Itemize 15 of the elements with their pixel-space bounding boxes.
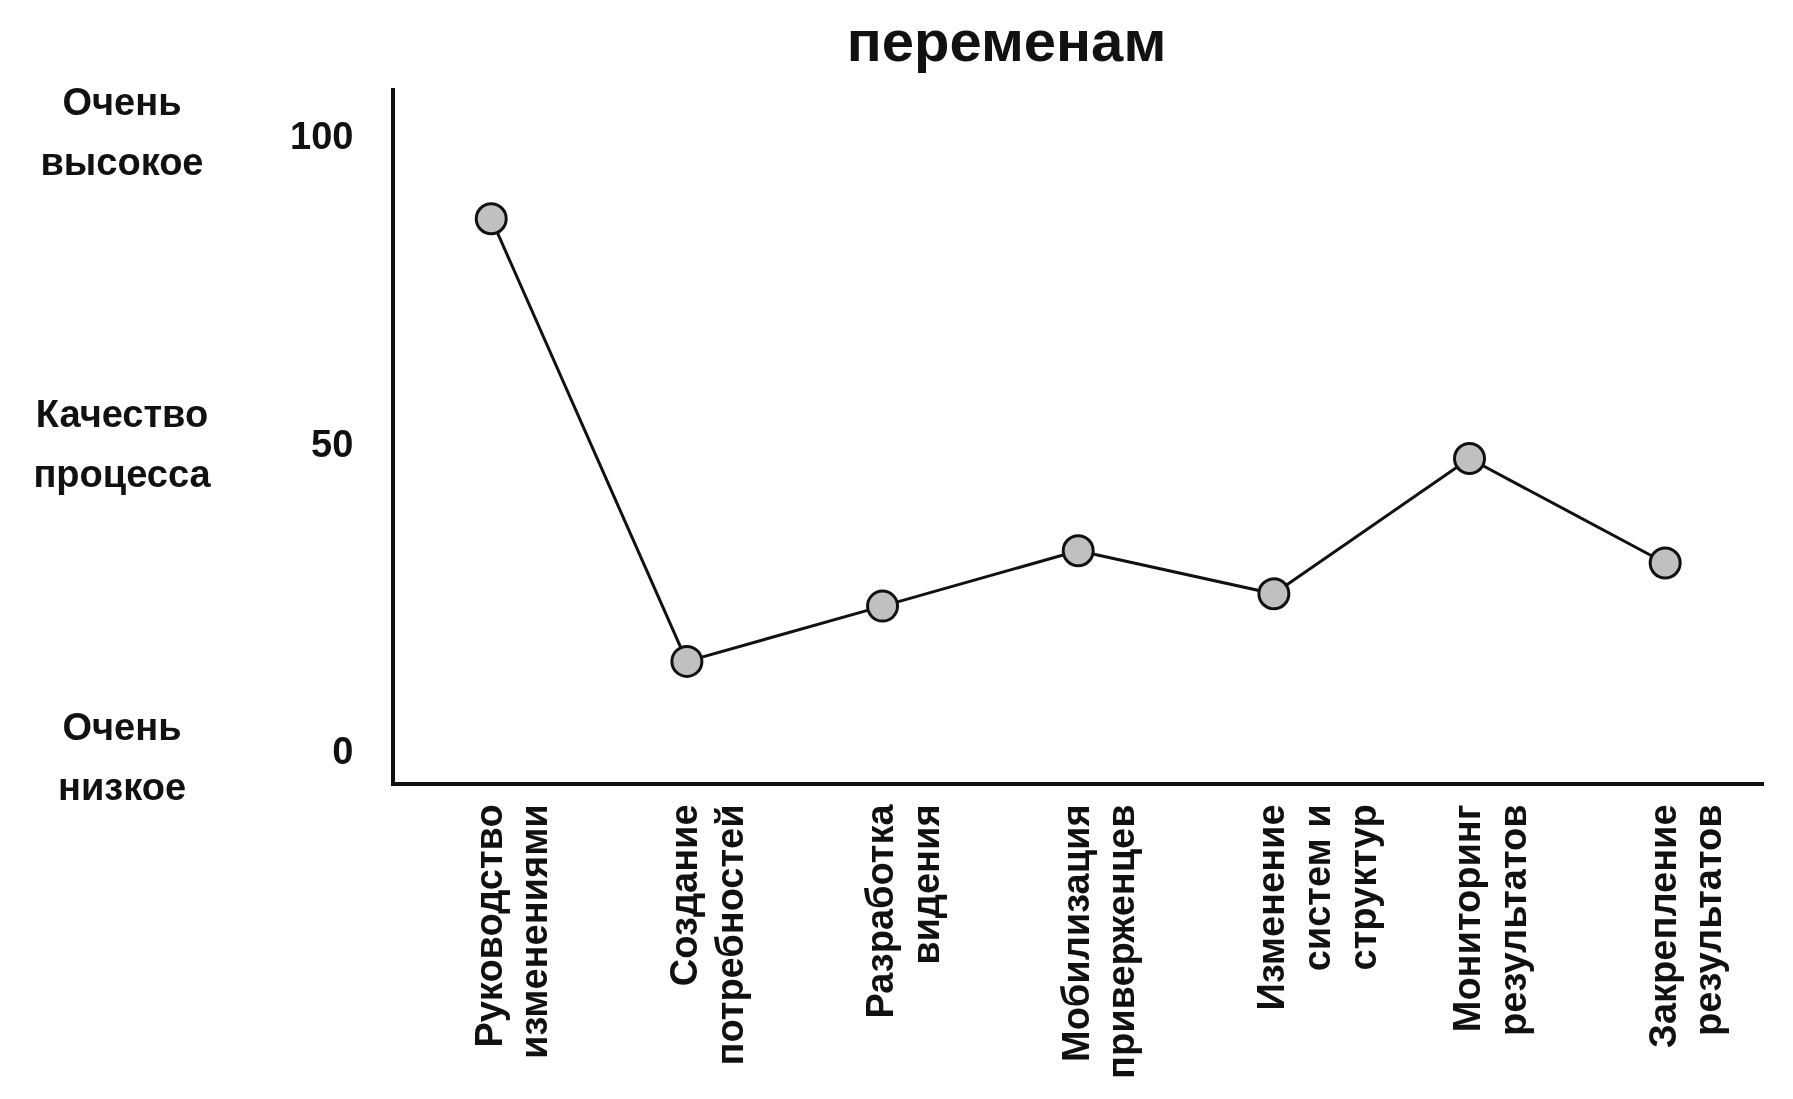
- text: Очень низкое: [57, 705, 187, 808]
- point: [866, 589, 900, 623]
- chart-title: переменам: [846, 7, 1167, 73]
- y-tick-label: 0: [332, 730, 354, 773]
- y-tick-label: 50: [311, 422, 354, 465]
- point: [1257, 577, 1291, 611]
- point: [1061, 534, 1095, 568]
- y-axis-title: Качество процесса: [33, 393, 212, 496]
- point: [670, 644, 704, 678]
- point: [1648, 546, 1682, 580]
- point: [1453, 442, 1487, 476]
- text: Очень высокое: [40, 81, 204, 184]
- x-tick-label: Руководство изменениями: [467, 804, 556, 1059]
- y-tick-label: 100: [290, 115, 354, 158]
- point: [474, 202, 508, 236]
